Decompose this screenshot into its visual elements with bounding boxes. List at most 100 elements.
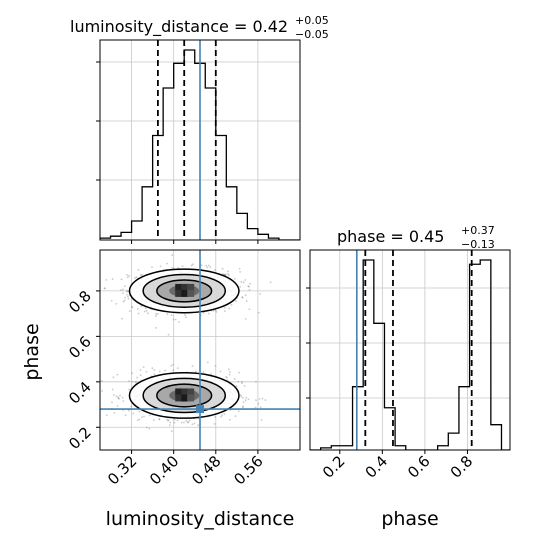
scatter-point — [142, 366, 145, 369]
scatter-point — [228, 307, 231, 310]
scatter-point — [247, 285, 250, 288]
scatter-point — [121, 288, 124, 291]
y-tick-label-phase: 0.4 — [65, 378, 95, 408]
scatter-point — [187, 421, 190, 424]
scatter-point — [173, 418, 176, 421]
scatter-point — [239, 271, 242, 273]
scatter-point — [103, 287, 106, 290]
scatter-point — [151, 367, 154, 369]
scatter-point — [254, 406, 257, 409]
scatter-point — [128, 274, 130, 277]
scatter-point — [112, 394, 115, 396]
scatter-point — [104, 287, 106, 290]
scatter-point — [127, 290, 130, 293]
scatter-point — [128, 310, 131, 312]
scatter-point — [233, 277, 236, 280]
scatter-point — [227, 368, 230, 371]
scatter-point — [101, 390, 104, 392]
scatter-point — [127, 409, 130, 412]
scatter-point — [119, 394, 121, 397]
scatter-point — [241, 382, 243, 385]
scatter-point — [132, 412, 135, 415]
scatter-point — [172, 369, 175, 372]
scatter-point — [219, 370, 222, 373]
scatter-point — [241, 296, 244, 298]
scatter-point — [206, 266, 209, 269]
scatter-point — [185, 316, 187, 319]
scatter-point — [209, 266, 212, 268]
density-core-cell — [181, 394, 189, 402]
scatter-point — [237, 410, 240, 413]
scatter-point — [173, 421, 176, 424]
scatter-point — [227, 273, 229, 275]
scatter-point — [168, 424, 171, 427]
scatter-point — [117, 397, 120, 400]
x-axis-label-luminosity: luminosity_distance — [106, 508, 295, 530]
scatter-point — [158, 418, 161, 421]
scatter-point — [126, 276, 129, 279]
scatter-point — [155, 315, 157, 317]
axes-frame-bottom-right — [309, 249, 511, 451]
scatter-point — [115, 395, 118, 398]
scatter-point — [143, 310, 146, 313]
scatter-point — [92, 412, 94, 414]
scatter-point — [158, 370, 161, 373]
scatter-point — [165, 418, 168, 421]
scatter-point — [139, 274, 142, 276]
x-tick-label-luminosity: 0.48 — [188, 452, 224, 488]
scatter-point — [233, 378, 236, 380]
scatter-point — [134, 277, 136, 279]
scatter-point — [158, 418, 161, 420]
scatter-point — [244, 317, 247, 320]
scatter-point — [159, 265, 162, 268]
phase-title-sub: −0.13 — [461, 238, 495, 251]
scatter-point — [224, 273, 227, 276]
scatter-point — [208, 312, 210, 315]
scatter-point — [185, 419, 188, 422]
scatter-point — [226, 376, 228, 379]
axes-frame-bottom-left — [99, 249, 301, 451]
luminosity-title-sup: +0.05 — [295, 14, 329, 27]
scatter-point — [138, 410, 141, 413]
scatter-point — [261, 397, 264, 400]
scatter-point — [247, 285, 250, 287]
scatter-point — [140, 305, 143, 308]
scatter-point — [242, 281, 245, 284]
scatter-point — [136, 419, 139, 422]
scatter-point — [259, 293, 262, 295]
phase-histogram-panel — [306, 249, 511, 454]
scatter-point — [224, 273, 227, 276]
scatter-point — [242, 401, 245, 404]
scatter-point — [227, 270, 229, 273]
luminosity-title-sub: −0.05 — [295, 28, 329, 41]
scatter-contour-panel — [92, 249, 301, 454]
scatter-point — [146, 312, 149, 315]
density-core-cell — [187, 394, 195, 402]
scatter-point — [121, 317, 124, 320]
scatter-point — [110, 299, 113, 302]
contour-line-2 — [156, 383, 213, 408]
scatter-point — [247, 398, 250, 401]
scatter-point — [258, 398, 261, 400]
scatter-point — [214, 365, 217, 367]
scatter-point — [122, 400, 125, 403]
contour-line-1 — [142, 273, 227, 309]
scatter-point — [202, 312, 205, 314]
scatter-point — [183, 421, 185, 424]
scatter-point — [259, 406, 262, 409]
scatter-point — [202, 371, 205, 373]
density-core-cell — [187, 283, 195, 291]
scatter-point — [214, 309, 217, 312]
scatter-point — [139, 369, 142, 371]
scatter-point — [193, 422, 196, 425]
scatter-point — [141, 274, 143, 276]
scatter-point — [128, 388, 131, 391]
scatter-point — [191, 365, 194, 368]
scatter-point — [131, 372, 134, 375]
scatter-point — [239, 285, 242, 288]
scatter-point — [225, 375, 227, 378]
scatter-point — [151, 266, 153, 269]
scatter-point — [245, 300, 248, 303]
scatter-point — [141, 416, 143, 419]
scatter-point — [176, 419, 179, 422]
